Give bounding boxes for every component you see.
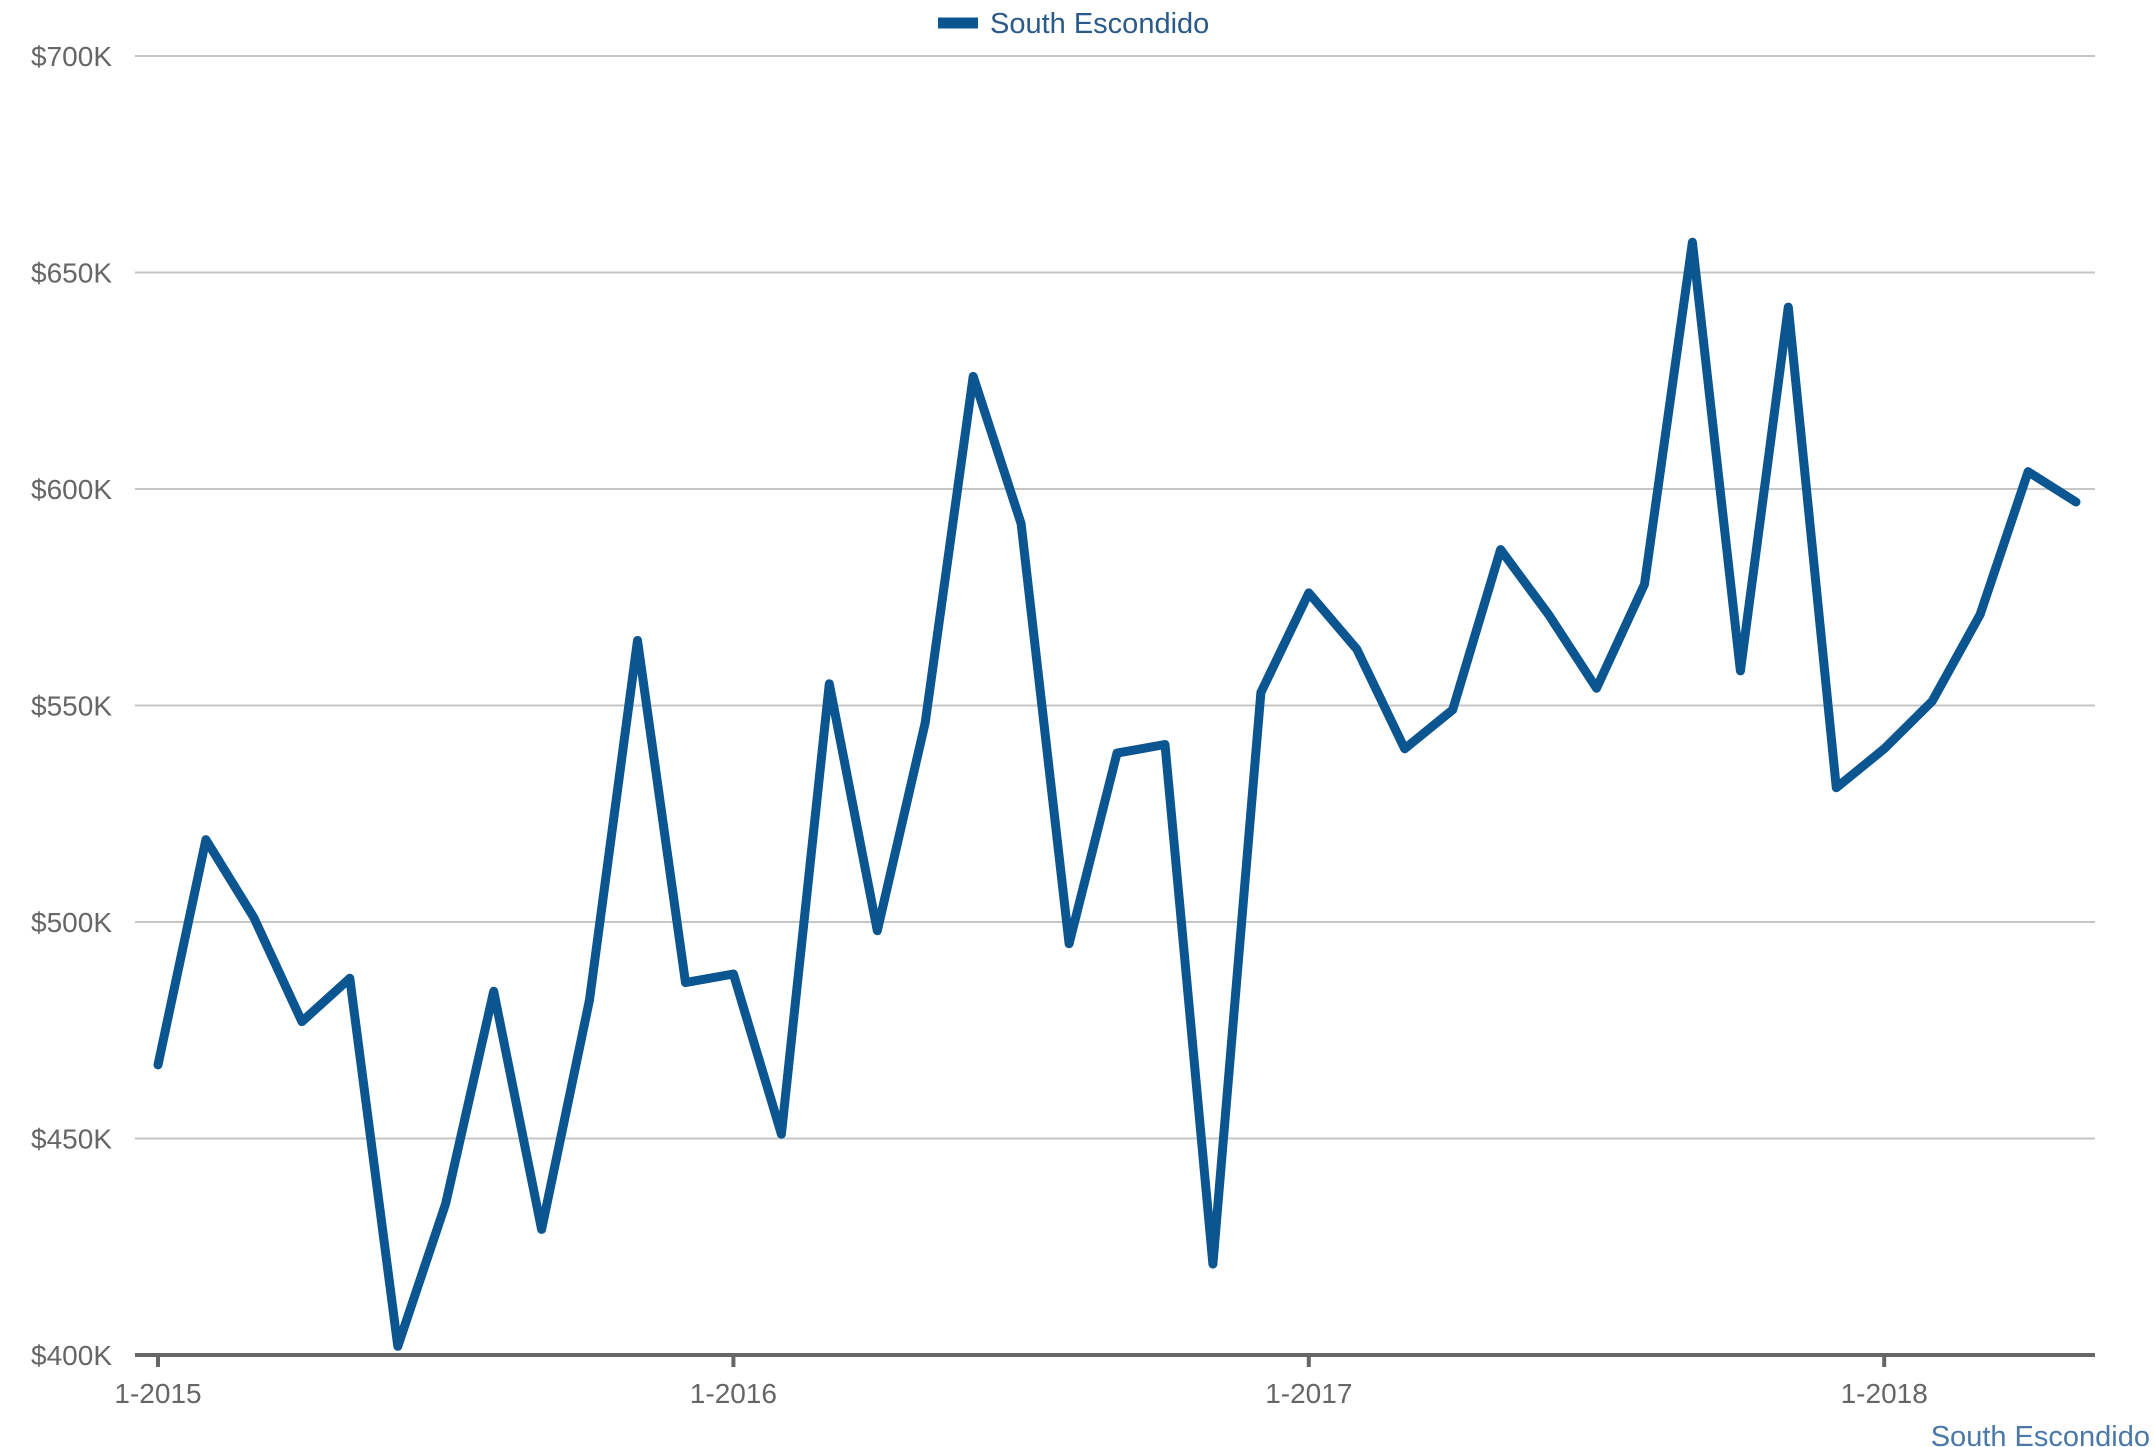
x-tick-label: 1-2017 — [1265, 1378, 1352, 1409]
x-axis-labels: 1-2015 1-2016 1-2017 1-2018 — [114, 1378, 1927, 1409]
x-axis — [135, 1353, 2095, 1367]
series-layer — [153, 237, 2081, 1351]
legend[interactable]: South Escondido — [938, 8, 1209, 40]
x-tick-label: 1-2018 — [1841, 1378, 1928, 1409]
chart-credit: South Escondido — [1931, 1421, 2150, 1447]
x-tick-label: 1-2015 — [114, 1378, 201, 1409]
x-tick-label: 1-2016 — [690, 1378, 777, 1409]
y-axis-labels: $400K $450K $500K $550K $600K $650K $700K — [31, 41, 112, 1371]
y-tick-label: $450K — [31, 1124, 112, 1155]
gridlines — [135, 55, 2095, 1140]
y-tick-label: $600K — [31, 474, 112, 505]
y-tick-label: $700K — [31, 41, 112, 72]
legend-label-south-escondido: South Escondido — [990, 8, 1209, 40]
y-tick-label: $400K — [31, 1340, 112, 1371]
series-line-south-escondido — [153, 237, 2081, 1351]
y-tick-label: $550K — [31, 691, 112, 722]
y-tick-label: $650K — [31, 258, 112, 289]
y-tick-label: $500K — [31, 907, 112, 938]
